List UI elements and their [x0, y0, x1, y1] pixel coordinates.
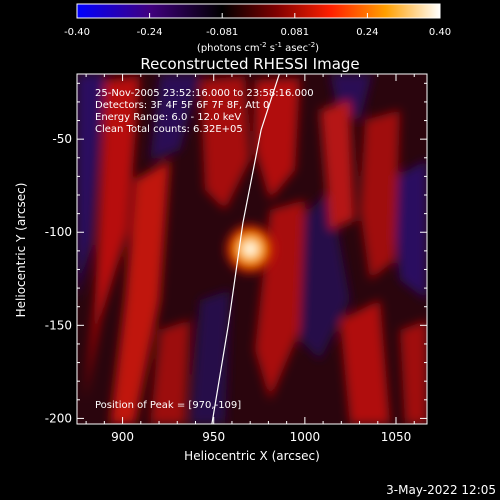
chart-title: Reconstructed RHESSI Image — [140, 55, 359, 73]
positive-ribbon — [150, 320, 190, 424]
y-tick-label: -200 — [45, 411, 72, 425]
positive-ribbon — [320, 100, 355, 230]
positive-ribbon — [85, 76, 140, 400]
colorbar-ticks: -0.40 -0.24 -0.081 0.081 0.24 0.40 — [64, 13, 451, 38]
positive-ribbon — [200, 76, 250, 210]
y-axis-label: Heliocentric Y (arcsec) — [14, 183, 28, 318]
colorbar-tick-label: 0.40 — [429, 27, 451, 38]
annotation-line: 25-Nov-2005 23:52:16.000 to 23:58:16.000 — [95, 88, 314, 99]
x-axis-label: Heliocentric X (arcsec) — [184, 449, 320, 463]
heatmap-structures — [77, 74, 427, 424]
peak-position-label: Position of Peak = [970,-109] — [95, 400, 241, 411]
negative-lobe — [150, 74, 200, 160]
x-tick-label: 1050 — [381, 430, 412, 444]
colorbar-tick-label: 0.081 — [280, 27, 309, 38]
y-tick-label: -150 — [45, 318, 72, 332]
annotation-block: 25-Nov-2005 23:52:16.000 to 23:58:16.000… — [95, 88, 314, 135]
footer-date: 3-May-2022 12:05 — [386, 483, 496, 497]
y-tick-label: -50 — [52, 132, 72, 146]
annotation-line: Detectors: 3F 4F 5F 6F 7F 8F, Att 0 — [95, 100, 269, 111]
colorbar-gradient — [76, 3, 441, 19]
negative-lobe — [77, 74, 105, 300]
heatmap-image — [77, 74, 427, 424]
plot-frame — [76, 73, 428, 425]
colorbar-tick-label: -0.40 — [64, 27, 90, 38]
positive-ribbon — [360, 110, 400, 280]
x-tick-label: 900 — [111, 430, 134, 444]
negative-lobe — [390, 160, 427, 300]
positive-ribbon — [255, 78, 300, 200]
positive-ribbon — [110, 160, 170, 424]
annotation-line: Energy Range: 6.0 - 12.0 keV — [95, 112, 241, 123]
colorbar: -0.40 -0.24 -0.081 0.081 0.24 0.40 (photons c… — [64, 3, 451, 54]
y-tick-label: -100 — [45, 225, 72, 239]
solar-limb-line — [211, 74, 280, 424]
colorbar-tick-label: 0.24 — [356, 27, 378, 38]
negative-lobe — [300, 190, 350, 360]
axis-ticks: 900 950 1000 1050 -50 -100 -150 -200 — [45, 74, 427, 444]
x-tick-label: 1000 — [290, 430, 321, 444]
negative-lobe — [190, 290, 230, 424]
positive-ribbon — [340, 300, 390, 424]
colorbar-units: (photons cm-2 s-1 asec-2) — [197, 41, 319, 54]
peak-source — [226, 225, 275, 273]
positive-ribbon — [400, 320, 427, 424]
x-tick-label: 950 — [202, 430, 225, 444]
colorbar-tick-label: -0.081 — [206, 27, 238, 38]
colorbar-tick-label: -0.24 — [137, 27, 163, 38]
annotation-line: Clean Total counts: 6.32E+05 — [95, 124, 243, 135]
source-peak — [243, 242, 258, 256]
